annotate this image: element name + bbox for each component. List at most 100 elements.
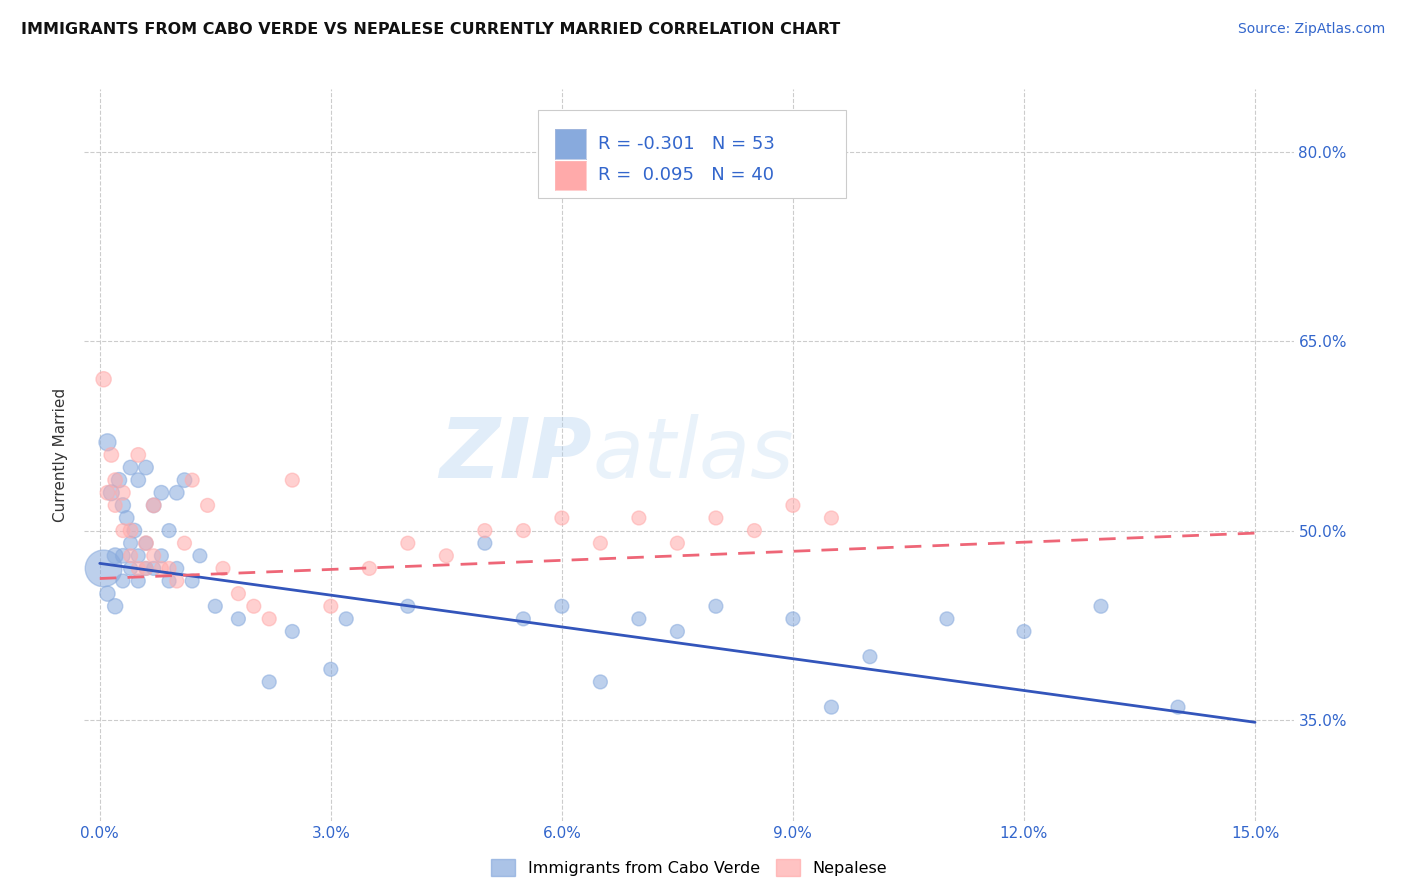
Point — [820, 700, 842, 714]
Point — [120, 536, 142, 550]
Point — [96, 435, 118, 450]
Point — [188, 549, 211, 563]
Point — [157, 561, 180, 575]
Legend: Immigrants from Cabo Verde, Nepalese: Immigrants from Cabo Verde, Nepalese — [485, 853, 893, 882]
Point — [127, 574, 149, 588]
Point — [181, 473, 204, 487]
Point — [104, 549, 127, 563]
Point — [157, 574, 180, 588]
Point — [204, 599, 226, 614]
Point — [257, 674, 280, 689]
Point — [704, 511, 727, 525]
Text: ZIP: ZIP — [440, 415, 592, 495]
Point — [166, 561, 188, 575]
Point — [93, 372, 115, 386]
Point — [281, 624, 304, 639]
Point — [181, 574, 204, 588]
Point — [319, 662, 342, 676]
Point — [396, 599, 419, 614]
Point — [111, 524, 134, 538]
Point — [120, 561, 142, 575]
Text: Source: ZipAtlas.com: Source: ZipAtlas.com — [1237, 22, 1385, 37]
Point — [111, 574, 134, 588]
Point — [127, 473, 149, 487]
Point — [120, 460, 142, 475]
Point — [150, 561, 173, 575]
Point — [104, 473, 127, 487]
Point — [396, 536, 419, 550]
Point — [704, 599, 727, 614]
Point — [228, 612, 250, 626]
Point — [335, 612, 357, 626]
Point — [1090, 599, 1112, 614]
Point — [666, 536, 689, 550]
Point — [104, 599, 127, 614]
Point — [150, 485, 173, 500]
Point — [127, 561, 149, 575]
Point — [135, 536, 157, 550]
Point — [124, 524, 146, 538]
Point — [474, 524, 496, 538]
Point — [744, 524, 766, 538]
Point — [197, 499, 219, 513]
Point — [111, 499, 134, 513]
Point — [319, 599, 342, 614]
Point — [108, 473, 131, 487]
Point — [551, 511, 574, 525]
Point — [243, 599, 266, 614]
Point — [474, 536, 496, 550]
Point — [1012, 624, 1035, 639]
Point — [589, 674, 612, 689]
Point — [782, 499, 804, 513]
Point — [142, 549, 165, 563]
Point — [257, 612, 280, 626]
Point — [135, 561, 157, 575]
Point — [359, 561, 381, 575]
Point — [173, 536, 195, 550]
Text: IMMIGRANTS FROM CABO VERDE VS NEPALESE CURRENTLY MARRIED CORRELATION CHART: IMMIGRANTS FROM CABO VERDE VS NEPALESE C… — [21, 22, 841, 37]
Point — [96, 587, 118, 601]
Point — [166, 485, 188, 500]
Point — [551, 599, 574, 614]
Point — [142, 499, 165, 513]
Point — [512, 612, 534, 626]
Point — [228, 587, 250, 601]
Point — [157, 524, 180, 538]
Point — [782, 612, 804, 626]
Point — [93, 561, 115, 575]
Point — [120, 524, 142, 538]
Point — [281, 473, 304, 487]
Point — [100, 485, 122, 500]
Point — [173, 473, 195, 487]
Point — [589, 536, 612, 550]
Point — [111, 485, 134, 500]
Point — [859, 649, 882, 664]
Point — [127, 448, 149, 462]
Text: R =  0.095   N = 40: R = 0.095 N = 40 — [598, 166, 773, 184]
Point — [150, 549, 173, 563]
Point — [100, 448, 122, 462]
Point — [120, 549, 142, 563]
Point — [627, 511, 650, 525]
Point — [512, 524, 534, 538]
Point — [166, 574, 188, 588]
Point — [96, 485, 118, 500]
Point — [212, 561, 235, 575]
Point — [115, 511, 138, 525]
Point — [135, 460, 157, 475]
Y-axis label: Currently Married: Currently Married — [53, 388, 69, 522]
Point — [936, 612, 959, 626]
Point — [627, 612, 650, 626]
Point — [142, 499, 165, 513]
Point — [1167, 700, 1189, 714]
Point — [142, 561, 165, 575]
Text: atlas: atlas — [592, 415, 794, 495]
Point — [111, 549, 134, 563]
Point — [127, 549, 149, 563]
Point — [104, 499, 127, 513]
Point — [434, 549, 457, 563]
Point — [666, 624, 689, 639]
Point — [135, 536, 157, 550]
Point — [135, 561, 157, 575]
Text: R = -0.301   N = 53: R = -0.301 N = 53 — [598, 135, 775, 153]
